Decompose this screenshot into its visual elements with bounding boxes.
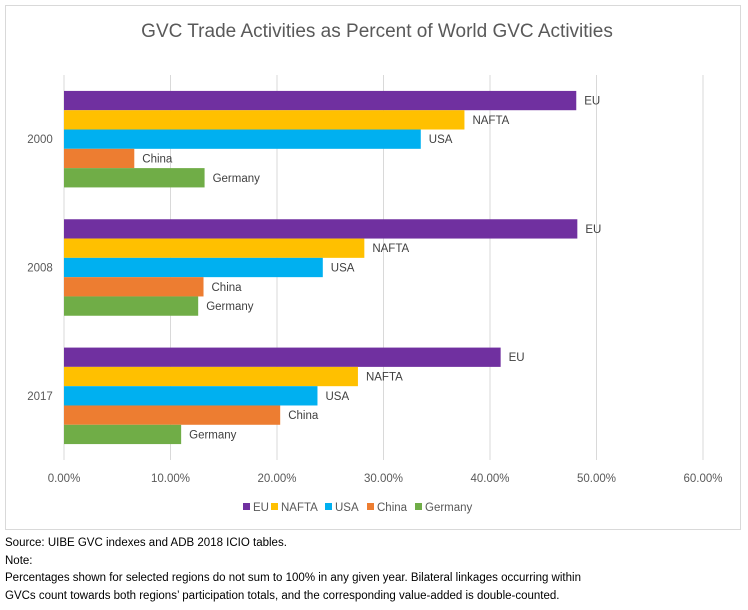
x-tick-label: 50.00%	[577, 473, 616, 485]
x-tick-label: 10.00%	[151, 473, 190, 485]
note-line-2: GVCs count towards both regions’ partici…	[5, 589, 560, 602]
bar-nafta-2008	[64, 238, 365, 258]
data-label: EU	[509, 352, 525, 364]
bar-eu-2008	[64, 219, 578, 239]
y-category-label: 2017	[27, 391, 53, 403]
chart-title: GVC Trade Activities as Percent of World…	[141, 21, 613, 42]
bar-usa-2008	[64, 257, 323, 278]
bar-germany-2008	[64, 296, 199, 316]
bar-usa-2000	[64, 129, 421, 149]
legend-label: China	[377, 502, 408, 514]
x-tick-label: 20.00%	[257, 473, 296, 485]
legend-label: USA	[335, 502, 359, 514]
legend-swatch-germany	[415, 503, 422, 510]
data-label: USA	[429, 134, 453, 146]
notes: Source: UIBE GVC indexes and ADB 2018 IC…	[5, 535, 581, 605]
legend-label: EU	[253, 502, 269, 514]
legend-swatch-china	[367, 503, 374, 510]
data-label: Germany	[206, 301, 254, 313]
bar-nafta-2017	[64, 366, 358, 387]
bar-germany-2000	[64, 168, 205, 188]
data-label: NAFTA	[372, 243, 409, 255]
data-label: China	[212, 282, 243, 294]
data-label: USA	[325, 391, 349, 403]
data-label: China	[288, 410, 319, 422]
bar-china-2000	[64, 148, 135, 169]
note-line-1: Percentages shown for selected regions d…	[5, 572, 581, 584]
bar-china-2017	[64, 405, 281, 425]
note-label: Note:	[5, 554, 33, 567]
legend-label: NAFTA	[281, 502, 318, 514]
y-category-label: 2008	[27, 263, 53, 275]
x-tick-label: 60.00%	[683, 473, 722, 485]
legend-swatch-nafta	[271, 503, 278, 510]
bar-eu-2017	[64, 347, 501, 367]
x-tick-label: 40.00%	[470, 473, 509, 485]
bar-germany-2017	[64, 424, 182, 445]
data-label: EU	[585, 224, 601, 236]
data-label: USA	[331, 263, 355, 275]
data-label: China	[142, 153, 173, 165]
data-label: Germany	[189, 429, 237, 441]
data-label: Germany	[213, 173, 261, 185]
source-text: Source: UIBE GVC indexes and ADB 2018 IC…	[5, 537, 287, 549]
y-category-label: 2000	[27, 134, 53, 146]
data-label: NAFTA	[366, 372, 403, 384]
x-tick-label: 0.00%	[48, 473, 81, 485]
legend-swatch-usa	[325, 503, 332, 510]
data-label: NAFTA	[472, 115, 509, 127]
x-tick-label: 30.00%	[364, 473, 403, 485]
legend-label: Germany	[425, 502, 473, 514]
bar-china-2008	[64, 277, 204, 297]
bar-eu-2000	[64, 90, 577, 111]
chart: GVC Trade Activities as Percent of World…	[5, 5, 741, 530]
bar-usa-2017	[64, 386, 318, 406]
legend-swatch-eu	[243, 503, 250, 510]
bar-nafta-2000	[64, 110, 465, 130]
data-label: EU	[584, 96, 600, 108]
